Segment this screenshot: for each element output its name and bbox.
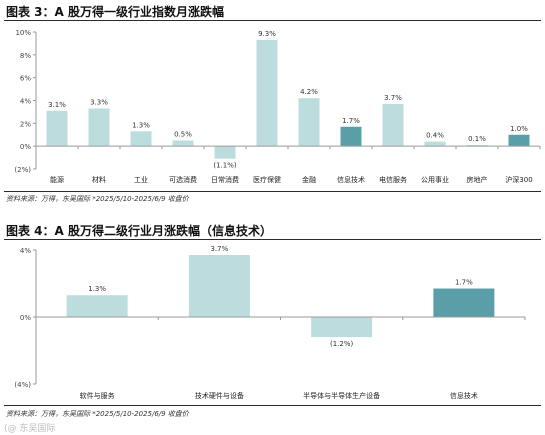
chart1-bar — [46, 110, 68, 147]
chart1-category-label: 信息技术 — [337, 175, 365, 184]
chart1-value-label: 0.5% — [174, 130, 192, 138]
chart1-category-label: 沪深300 — [505, 175, 532, 184]
chart1-bar — [130, 131, 152, 147]
chart1-category-label: 医疗保健 — [253, 175, 281, 184]
chart2-bar — [188, 255, 250, 317]
chart2-category-label: 半导体与半导体生产设备 — [303, 391, 380, 400]
figure3-title-rule — [4, 20, 541, 21]
chart1-value-label: 1.7% — [342, 117, 360, 125]
chart1-value-label: 3.1% — [48, 101, 66, 109]
chart1-bar — [172, 140, 194, 147]
chart2-category-label: 技术硬件与设备 — [195, 391, 244, 400]
chart1-category-label: 材料 — [92, 175, 106, 184]
chart1-bar — [214, 146, 236, 159]
chart2-value-label: 3.7% — [210, 245, 228, 253]
chart1-value-label: 4.2% — [300, 88, 318, 96]
chart1-y-tick-label: 8% — [20, 52, 31, 60]
figure4-title: 图表 4：A 股万得二级行业月涨跌幅（信息技术） — [6, 224, 272, 238]
chart2-value-label: 1.7% — [455, 279, 473, 287]
figure3-bar-chart: 10% 8% 6% 4% 2% 0% (2%) 3.1% 3.3% 1.3% 0.5% (1.1%) 9… — [14, 29, 541, 184]
figure3-source-rule — [4, 191, 541, 192]
chart1-bar — [298, 98, 320, 147]
chart1-value-label: 0.1% — [468, 135, 486, 143]
watermark: (@ 东吴国际 — [4, 424, 56, 434]
chart2-bar — [66, 295, 128, 317]
chart1-value-label: 0.4% — [426, 132, 444, 140]
figure3-title: 图表 3：A 股万得一级行业指数月涨跌幅 — [6, 5, 224, 19]
chart2-value-label: (1.2%) — [330, 340, 354, 348]
chart1-bar — [424, 141, 446, 147]
chart1-category-label: 公用事业 — [421, 175, 449, 184]
figure4-bar-chart: 4% 0% (4%) 1.3% 3.7% (1.2%) 1.7% 软件与服务 技术硬件与设备 半导… — [14, 245, 526, 400]
chart1-value-label: 3.7% — [384, 94, 402, 102]
chart1-category-label: 可选消费 — [169, 175, 197, 184]
chart1-category-label: 能源 — [50, 175, 64, 184]
chart1-bar — [88, 108, 110, 147]
chart1-y-tick-label: (2%) — [14, 166, 31, 174]
chart2-y-tick-label: (4%) — [14, 381, 31, 389]
chart1-y-tick-label: 2% — [20, 120, 31, 128]
chart2-value-label: 1.3% — [88, 285, 106, 293]
chart1-y-tick-label: 4% — [20, 98, 31, 106]
figure3-source-note: 资料来源：万得，东吴国际 *2025/5/10-2025/6/9 收盘价 — [6, 195, 189, 203]
chart1-category-label: 房地产 — [467, 175, 488, 184]
chart2-y-tick-label: 4% — [20, 247, 31, 255]
chart1-bar — [466, 145, 488, 147]
chart2-y-tick-label: 0% — [20, 314, 31, 322]
chart1-y-tick-label: 0% — [20, 143, 31, 151]
chart1-bar — [340, 126, 362, 147]
chart1-value-label: 1.0% — [510, 125, 528, 133]
chart1-bar — [256, 39, 278, 147]
chart2-bar — [311, 317, 373, 338]
chart1-category-label: 电信服务 — [379, 175, 407, 184]
chart1-value-label: 9.3% — [258, 30, 276, 38]
chart1-bar — [508, 134, 530, 147]
chart1-value-label: (1.1%) — [213, 162, 237, 170]
chart1-value-label: 1.3% — [132, 121, 150, 129]
chart1-y-tick-label: 6% — [20, 75, 31, 83]
chart1-category-label: 工业 — [134, 175, 148, 184]
chart2-category-label: 软件与服务 — [80, 391, 115, 400]
chart1-value-label: 3.3% — [90, 98, 108, 106]
chart2-category-label: 信息技术 — [450, 391, 478, 400]
figure4-title-rule — [4, 239, 541, 240]
figure4-source-note: 资料来源：万得，东吴国际 *2025/5/10-2025/6/9 收盘价 — [6, 410, 189, 418]
chart2-bar — [433, 288, 495, 317]
figure4-source-rule — [4, 405, 541, 406]
chart1-category-label: 日常消费 — [211, 175, 239, 184]
chart1-y-tick-label: 10% — [15, 29, 31, 37]
chart1-category-label: 金融 — [302, 175, 316, 184]
chart1-bar — [382, 103, 404, 147]
